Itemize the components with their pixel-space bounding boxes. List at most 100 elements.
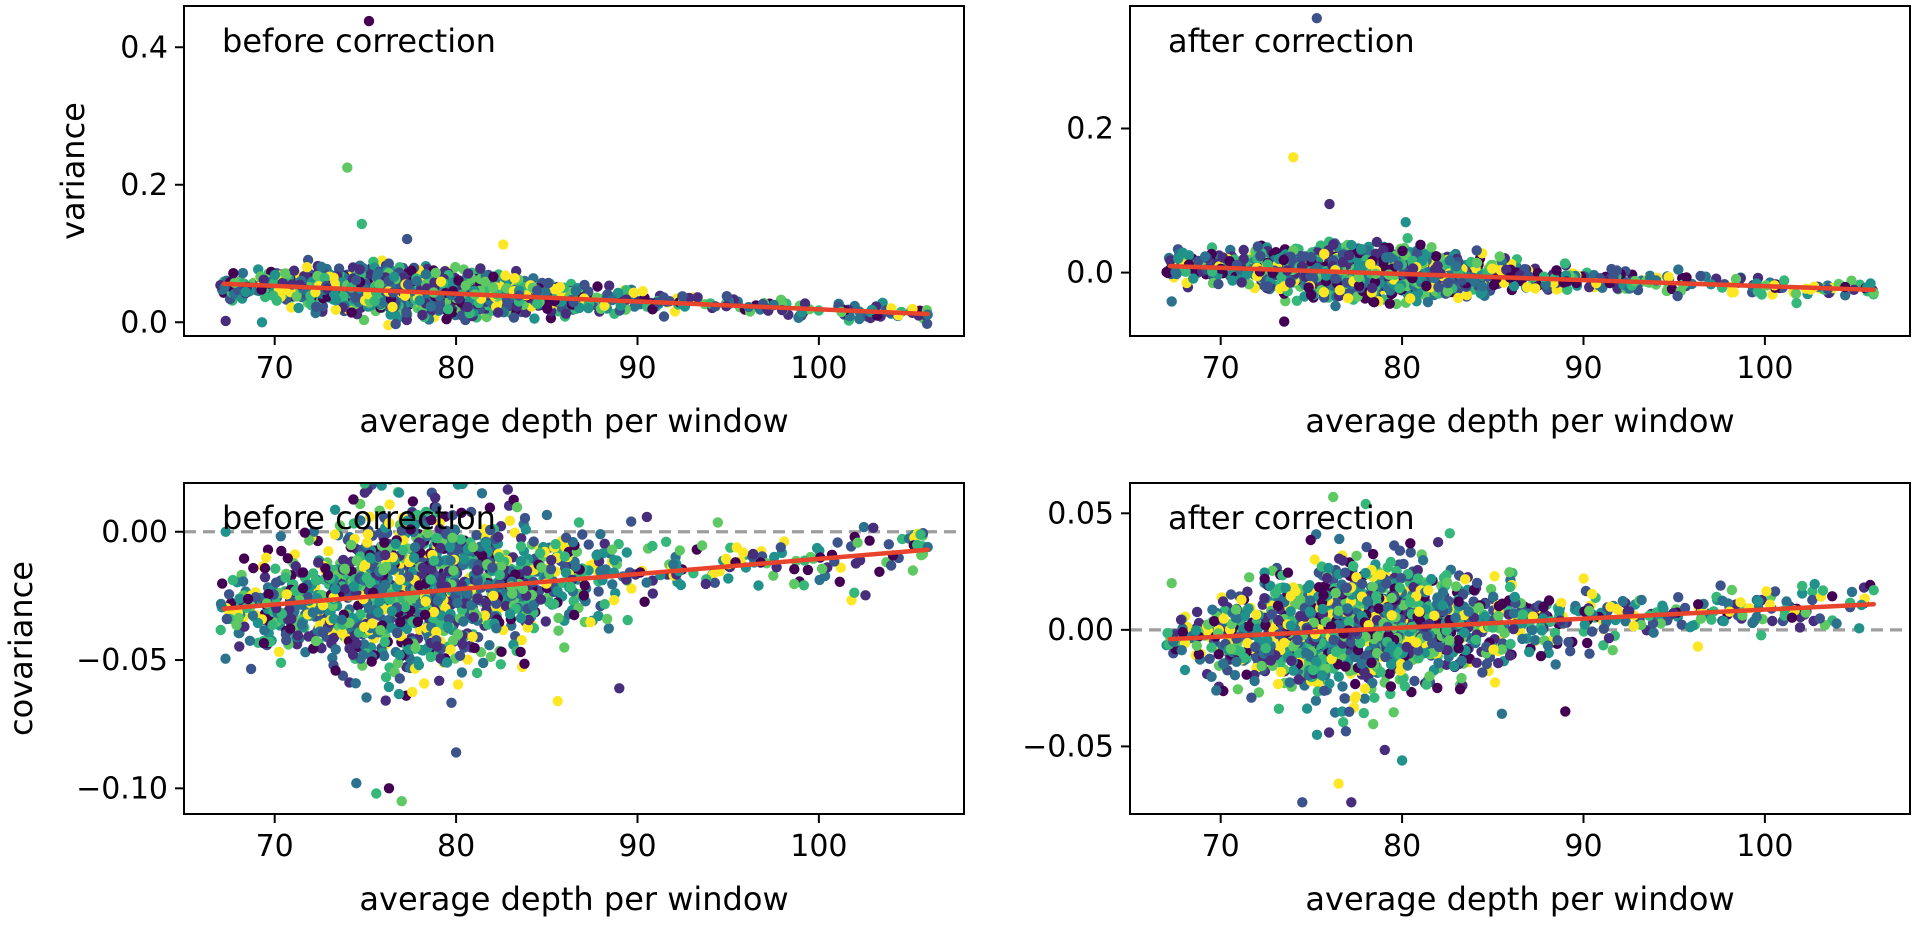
scatter-point bbox=[386, 606, 398, 617]
scatter-point bbox=[1442, 286, 1453, 297]
scatter-point bbox=[393, 688, 405, 700]
scatter-point bbox=[258, 274, 269, 285]
scatter-point bbox=[286, 613, 297, 625]
scatter-point bbox=[221, 613, 232, 625]
scatter-point bbox=[628, 287, 639, 298]
scatter-point bbox=[852, 537, 863, 548]
scatter-point bbox=[435, 542, 446, 554]
scatter-point bbox=[220, 653, 231, 664]
scatter-point bbox=[276, 545, 287, 557]
scatter-point bbox=[585, 617, 596, 628]
scatter-point bbox=[310, 635, 322, 647]
x-tick-label: 70 bbox=[1202, 351, 1240, 386]
scatter-point bbox=[599, 599, 610, 610]
scatter-point bbox=[441, 657, 453, 668]
scatter-point bbox=[228, 268, 239, 279]
scatter-point bbox=[227, 574, 238, 586]
scatter-point bbox=[1489, 677, 1501, 688]
scatter-point bbox=[1359, 693, 1370, 704]
y-tick-label: −0.05 bbox=[76, 643, 168, 678]
scatter-point bbox=[515, 556, 527, 567]
scatter-point bbox=[297, 583, 309, 594]
scatter-point bbox=[1170, 266, 1181, 278]
scatter-point bbox=[603, 623, 614, 634]
scatter-point bbox=[452, 544, 463, 555]
scatter-point bbox=[262, 544, 274, 555]
scatter-point bbox=[402, 279, 414, 290]
scatter-point bbox=[592, 281, 603, 292]
scatter-point bbox=[721, 291, 732, 302]
scatter-point bbox=[559, 551, 570, 562]
scatter-point bbox=[455, 534, 467, 545]
scatter-point bbox=[313, 557, 324, 568]
scatter-point bbox=[330, 584, 341, 595]
scatter-point bbox=[425, 574, 436, 585]
scatter-point bbox=[346, 539, 357, 551]
scatter-point bbox=[548, 598, 560, 610]
scatter-point bbox=[1752, 286, 1764, 297]
scatter-point bbox=[1779, 275, 1790, 286]
scatter-point bbox=[244, 635, 256, 646]
scatter-point bbox=[1487, 263, 1498, 274]
scatter-point bbox=[481, 538, 492, 549]
scatter-point bbox=[1200, 251, 1211, 262]
scatter-point bbox=[328, 613, 339, 624]
scatter-point bbox=[607, 579, 618, 590]
scatter-point bbox=[1330, 300, 1341, 312]
scatter-point bbox=[1369, 297, 1380, 308]
scatter-point bbox=[396, 796, 407, 807]
scatter-point bbox=[281, 589, 292, 600]
scatter-point bbox=[602, 613, 613, 625]
scatter-point bbox=[346, 307, 357, 318]
scatter-point bbox=[1229, 670, 1241, 681]
scatter-point bbox=[692, 292, 703, 303]
scatter-point bbox=[1213, 278, 1224, 290]
scatter-point bbox=[860, 590, 871, 601]
scatter-point bbox=[1394, 283, 1405, 294]
scatter-point bbox=[609, 555, 620, 566]
scatter-point bbox=[428, 555, 440, 566]
scatter-point bbox=[509, 273, 520, 284]
scatter-point bbox=[1384, 298, 1396, 309]
scatter-point bbox=[359, 621, 370, 633]
scatter-point bbox=[310, 575, 322, 586]
scatter-point bbox=[280, 572, 291, 583]
scatter-point bbox=[1334, 285, 1346, 296]
scatter-point bbox=[647, 588, 658, 599]
scatter-point bbox=[485, 651, 497, 662]
scatter-point bbox=[448, 565, 459, 576]
scatter-point bbox=[407, 686, 418, 698]
scatter-point bbox=[532, 298, 543, 309]
scatter-point bbox=[330, 644, 341, 655]
scatter-point bbox=[491, 623, 502, 634]
scatter-point bbox=[1409, 675, 1420, 687]
scatter-point bbox=[1673, 264, 1684, 275]
scatter-point bbox=[883, 539, 894, 550]
scatter-point bbox=[258, 638, 270, 649]
scatter-point bbox=[394, 649, 405, 661]
scatter-point bbox=[660, 536, 672, 547]
scatter-point bbox=[1695, 270, 1706, 282]
scatter-point bbox=[351, 778, 362, 789]
plot-area bbox=[215, 15, 933, 331]
scatter-point bbox=[372, 268, 384, 279]
plot-area bbox=[184, 483, 964, 807]
scatter-point bbox=[515, 541, 527, 552]
x-tick-label: 80 bbox=[437, 829, 475, 864]
scatter-point bbox=[1318, 287, 1330, 298]
scatter-point bbox=[1346, 239, 1357, 251]
scatter-point bbox=[874, 566, 885, 577]
scatter-point bbox=[445, 644, 456, 655]
scatter-point bbox=[520, 524, 531, 535]
scatter-point bbox=[753, 580, 764, 591]
scatter-point bbox=[1328, 239, 1339, 250]
scatter-point bbox=[316, 261, 327, 272]
scatter-point bbox=[447, 532, 458, 543]
scatter-point bbox=[529, 313, 540, 324]
scatter-point bbox=[330, 295, 342, 306]
scatter-point bbox=[263, 588, 274, 600]
scatter-point bbox=[484, 640, 495, 651]
scatter-point bbox=[1453, 292, 1464, 304]
scatter-point bbox=[516, 635, 527, 646]
scatter-point bbox=[270, 577, 282, 588]
